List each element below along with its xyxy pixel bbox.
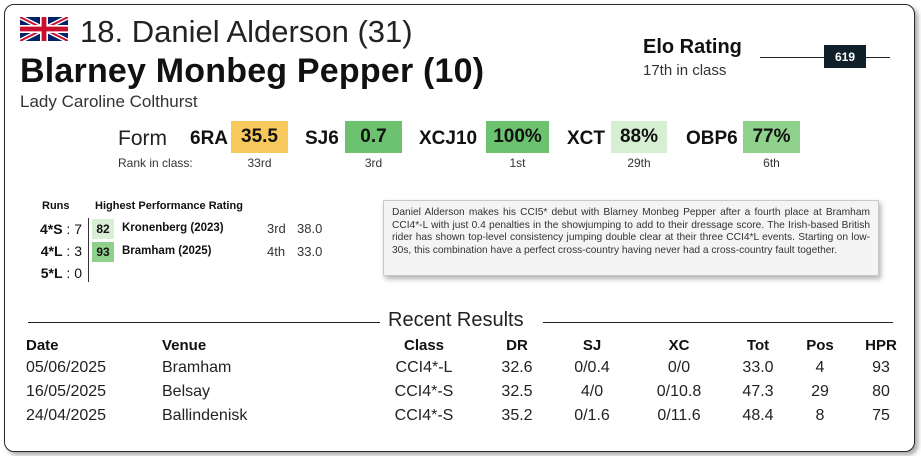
cell-sj: 0/1.6	[574, 407, 610, 424]
horse-name-title: Blarney Monbeg Pepper (10)	[20, 52, 485, 90]
owner-name: Lady Caroline Colthurst	[20, 92, 198, 111]
cell-class: CCI4*-S	[394, 407, 454, 424]
recent-results-title: Recent Results	[388, 309, 524, 331]
form-code-xct: XCT	[567, 128, 605, 149]
col-pos: Pos	[806, 336, 834, 354]
table-row: 16/05/2025 Belsay CCI4*-S 32.5 4/0 0/10.…	[26, 380, 909, 404]
hpr-position: 4th	[267, 244, 286, 259]
col-sj: SJ	[582, 336, 602, 354]
cell-venue: Bramham	[162, 359, 232, 376]
hpr-rating-badge: 93	[92, 242, 114, 262]
cell-date: 24/04/2025	[26, 407, 107, 424]
cell-tot: 33.0	[742, 359, 774, 376]
form-rank-obp6: 6th	[763, 156, 780, 170]
form-code-xcj10: XCJ10	[419, 128, 478, 149]
hpr-score: 33.0	[297, 244, 323, 259]
form-value-xct: 88%	[611, 121, 667, 153]
cell-dr: 32.6	[501, 359, 533, 376]
results-divider-right	[543, 322, 893, 323]
form-rank-xcj10: 1st	[509, 156, 526, 170]
runs-row-4l: 4*L : 3	[40, 243, 82, 259]
cell-venue: Belsay	[162, 383, 211, 400]
col-class: Class	[403, 336, 445, 354]
runs-row-4s: 4*S : 7	[39, 221, 82, 237]
rank-in-class-caption: Rank in class:	[118, 156, 193, 170]
form-value-xcj10: 100%	[486, 121, 549, 153]
cell-sj: 0/0.4	[574, 359, 610, 376]
recent-results-table: Date Venue Class DR SJ XC Tot Pos HPR 05…	[26, 334, 909, 428]
rider-name-title: 18. Daniel Alderson (31)	[80, 14, 413, 49]
cell-tot: 48.4	[742, 407, 774, 424]
elo-rating-badge: 619	[824, 45, 866, 68]
cell-tot: 47.3	[742, 383, 774, 400]
rider-description: Daniel Alderson makes his CCI5* debut wi…	[383, 200, 879, 276]
results-header-row: Date Venue Class DR SJ XC Tot Pos HPR	[26, 334, 909, 356]
results-divider-left	[28, 322, 380, 323]
col-xc: XC	[668, 336, 690, 354]
form-code-obp6: OBP6	[686, 128, 738, 149]
cell-xc: 0/10.8	[656, 383, 702, 400]
col-hpr: HPR	[865, 336, 897, 354]
table-row: 05/06/2025 Bramham CCI4*-L 32.6 0/0.4 0/…	[26, 356, 909, 380]
cell-pos: 29	[811, 383, 829, 400]
cell-sj: 4/0	[580, 383, 604, 400]
elo-rating-title: Elo Rating	[643, 36, 742, 58]
col-tot: Tot	[746, 336, 770, 354]
cell-xc: 0/0	[667, 359, 691, 376]
cell-class: CCI4*-L	[395, 359, 453, 376]
hpr-score: 38.0	[297, 221, 323, 236]
cell-pos: 8	[815, 407, 825, 424]
cell-dr: 32.5	[501, 383, 533, 400]
table-row: 24/04/2025 Ballindenisk CCI4*-S 35.2 0/1…	[26, 404, 909, 428]
cell-hpr: 80	[872, 383, 890, 400]
form-value-obp6: 77%	[743, 121, 800, 153]
form-label: Form	[118, 127, 167, 150]
hpr-header: Highest Performance Rating	[95, 200, 243, 212]
form-code-6ra: 6RA	[190, 128, 229, 149]
cell-date: 05/06/2025	[26, 359, 107, 376]
col-venue: Venue	[162, 336, 207, 354]
cell-hpr: 93	[872, 359, 890, 376]
cell-venue: Ballindenisk	[162, 407, 248, 424]
col-date: Date	[26, 336, 59, 354]
hpr-position: 3rd	[267, 221, 286, 236]
cell-class: CCI4*-S	[394, 383, 454, 400]
form-value-6ra: 35.5	[231, 121, 288, 153]
form-value-sj6: 0.7	[345, 121, 402, 153]
runs-divider	[88, 218, 89, 282]
form-rank-xct: 29th	[627, 156, 651, 170]
union-jack-flag-icon	[20, 17, 68, 41]
form-rank-6ra: 33rd	[247, 156, 272, 170]
hpr-rating-badge: 82	[92, 219, 114, 239]
elo-class-rank: 17th in class	[643, 62, 727, 79]
form-code-sj6: SJ6	[305, 128, 339, 149]
col-dr: DR	[506, 336, 528, 354]
hpr-venue: Kronenberg (2023)	[122, 222, 224, 234]
cell-hpr: 75	[872, 407, 890, 424]
cell-date: 16/05/2025	[26, 383, 107, 400]
cell-dr: 35.2	[501, 407, 533, 424]
runs-row-5l: 5*L : 0	[40, 265, 82, 281]
hpr-venue: Bramham (2025)	[122, 245, 212, 257]
form-rank-sj6: 3rd	[364, 156, 383, 170]
runs-header: Runs	[42, 200, 70, 212]
cell-pos: 4	[815, 359, 825, 376]
cell-xc: 0/11.6	[657, 407, 701, 424]
